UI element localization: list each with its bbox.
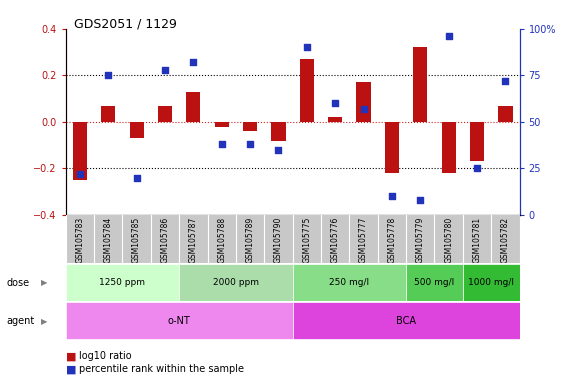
Text: GSM105782: GSM105782 [501,217,510,263]
Bar [243,122,257,131]
Text: 500 mg/l: 500 mg/l [415,278,455,287]
Point [75,171,85,177]
Text: GSM105784: GSM105784 [104,217,112,263]
Bar [158,106,172,122]
Bar [406,264,463,301]
Bar [385,122,399,173]
Text: dose: dose [7,278,30,288]
Point [501,78,510,84]
Point [472,166,481,172]
Text: 1250 ppm: 1250 ppm [99,278,146,287]
Bar [441,122,456,173]
Text: ▶: ▶ [41,278,47,288]
Text: GSM105788: GSM105788 [217,217,226,263]
Bar [300,59,314,122]
Text: 2000 ppm: 2000 ppm [213,278,259,287]
Text: GSM105780: GSM105780 [444,217,453,263]
Text: GSM105777: GSM105777 [359,217,368,263]
Bar [292,264,406,301]
Text: GSM105789: GSM105789 [246,217,255,263]
Bar [328,117,342,122]
Bar [292,302,520,339]
Point [416,197,425,203]
Bar [130,122,144,138]
Point [302,44,311,50]
Text: GSM105786: GSM105786 [160,217,170,263]
Text: GDS2051 / 1129: GDS2051 / 1129 [74,17,177,30]
Text: o-NT: o-NT [168,316,191,326]
Bar [186,92,200,122]
Bar [101,106,115,122]
Text: GSM105783: GSM105783 [75,217,85,263]
Text: GSM105775: GSM105775 [302,217,311,263]
Point [444,33,453,39]
Point [132,175,141,181]
Bar [271,122,286,141]
Bar [413,47,428,122]
Text: percentile rank within the sample: percentile rank within the sample [79,364,244,374]
Text: GSM105790: GSM105790 [274,217,283,263]
Text: agent: agent [7,316,35,326]
Text: GSM105785: GSM105785 [132,217,141,263]
Text: ■: ■ [66,351,76,361]
Bar [470,122,484,162]
Bar [356,82,371,122]
Point [387,194,396,200]
Text: GSM105781: GSM105781 [473,217,481,263]
Text: 250 mg/l: 250 mg/l [329,278,369,287]
Bar [66,264,179,301]
Point [246,141,255,147]
Text: ▶: ▶ [41,317,47,326]
Text: BCA: BCA [396,316,416,326]
Text: GSM105776: GSM105776 [331,217,340,263]
Bar [179,264,292,301]
Bar [215,122,229,127]
Bar [498,106,513,122]
Text: GSM105779: GSM105779 [416,217,425,263]
Point [331,100,340,106]
Text: log10 ratio: log10 ratio [79,351,131,361]
Bar [73,122,87,180]
Point [189,59,198,65]
Bar [66,302,292,339]
Text: ■: ■ [66,364,76,374]
Point [160,67,170,73]
Bar [463,264,520,301]
Text: GSM105787: GSM105787 [189,217,198,263]
Point [359,106,368,112]
Point [217,141,226,147]
Text: 1000 mg/l: 1000 mg/l [468,278,514,287]
Point [104,72,113,78]
Point [274,147,283,153]
Text: GSM105778: GSM105778 [388,217,396,263]
